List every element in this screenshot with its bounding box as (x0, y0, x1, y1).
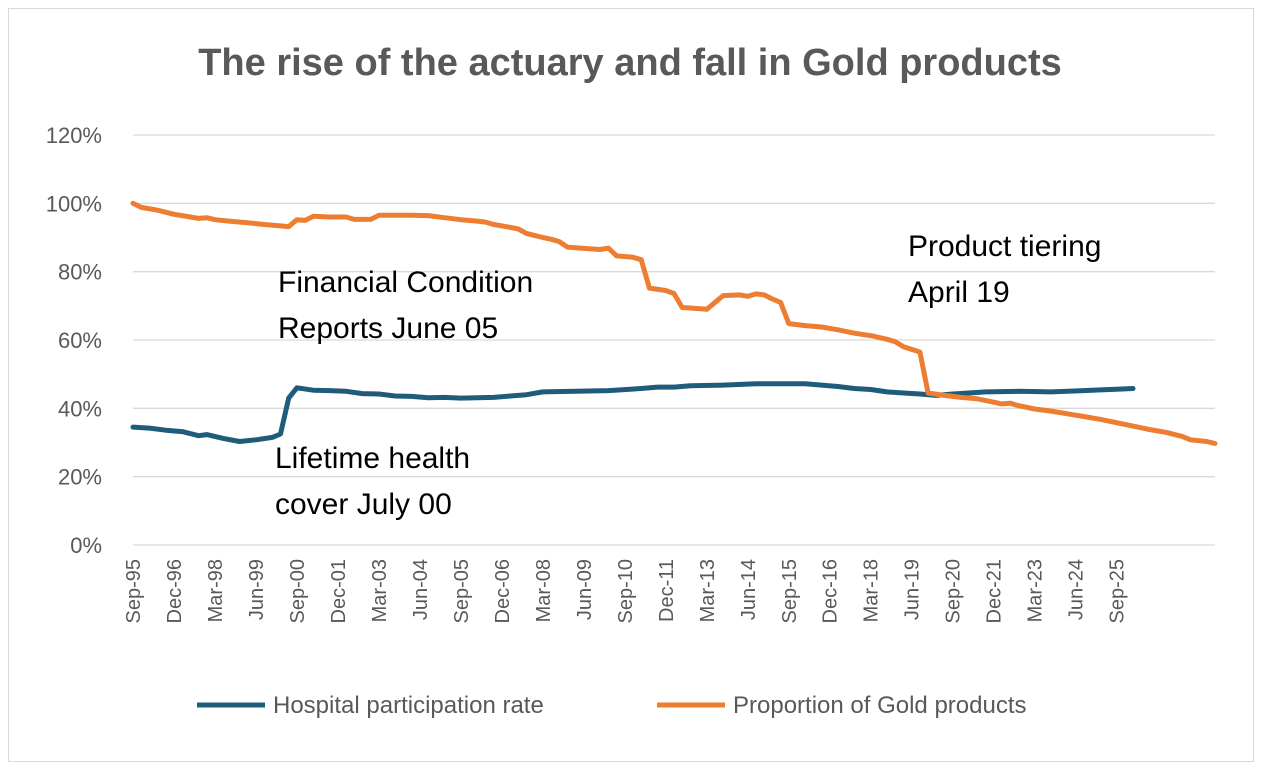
x-tick-label: Dec-06 (492, 559, 514, 623)
annotation-product-tiering: Product tiering April 19 (908, 230, 1110, 309)
y-tick-label: 120% (46, 123, 102, 148)
x-tick-label: Mar-13 (697, 559, 719, 622)
x-tick-label: Jun-14 (738, 559, 760, 620)
x-tick-label: Sep-25 (1107, 559, 1129, 624)
x-tick-label: Jun-99 (246, 559, 268, 620)
y-tick-label: 100% (46, 191, 102, 216)
x-tick-label: Mar-23 (1025, 559, 1047, 622)
x-tick-label: Jun-24 (1066, 559, 1088, 620)
y-axis-ticks: 0% 20% 40% 60% 80% 100% 120% (46, 123, 102, 558)
y-tick-label: 40% (58, 396, 102, 421)
x-tick-label: Dec-01 (328, 559, 350, 623)
y-tick-label: 0% (70, 533, 102, 558)
x-tick-label: Dec-11 (656, 559, 678, 622)
x-tick-label: Mar-18 (861, 559, 883, 622)
x-tick-label: Dec-96 (164, 559, 186, 623)
x-tick-label: Mar-08 (533, 559, 555, 622)
x-tick-label: Dec-16 (820, 559, 842, 623)
annotation-lifetime-health-cover: Lifetime health cover July 00 (275, 442, 478, 521)
legend-label-gold: Proportion of Gold products (733, 692, 1027, 719)
x-tick-label: Jun-19 (902, 559, 924, 620)
x-tick-label: Sep-95 (123, 559, 145, 624)
x-tick-label: Mar-03 (369, 559, 391, 622)
x-tick-label: Jun-04 (410, 559, 432, 620)
legend: Hospital participation rate Proportion o… (197, 692, 1027, 719)
annotation-financial-condition: Financial Condition Reports June 05 (278, 266, 542, 345)
x-tick-label: Sep-15 (779, 559, 801, 624)
legend-label-hospital: Hospital participation rate (273, 692, 544, 719)
x-tick-label: Mar-98 (205, 559, 227, 622)
x-tick-label: Sep-00 (287, 559, 309, 624)
y-tick-label: 20% (58, 465, 102, 490)
x-tick-label: Dec-21 (984, 559, 1006, 623)
x-axis-ticks: Sep-95 Dec-96 Mar-98 Jun-99 Sep-00 Dec-01 Mar-… (123, 559, 1129, 624)
y-tick-label: 60% (58, 328, 102, 353)
x-tick-label: Sep-05 (451, 559, 473, 624)
annotations: Financial Condition Reports June 05 Life… (275, 230, 1110, 521)
series-line-hospital-participation (133, 384, 1133, 442)
y-tick-label: 80% (58, 260, 102, 285)
x-tick-label: Jun-09 (574, 559, 596, 620)
x-tick-label: Sep-20 (943, 559, 965, 624)
x-tick-label: Sep-10 (615, 559, 637, 624)
